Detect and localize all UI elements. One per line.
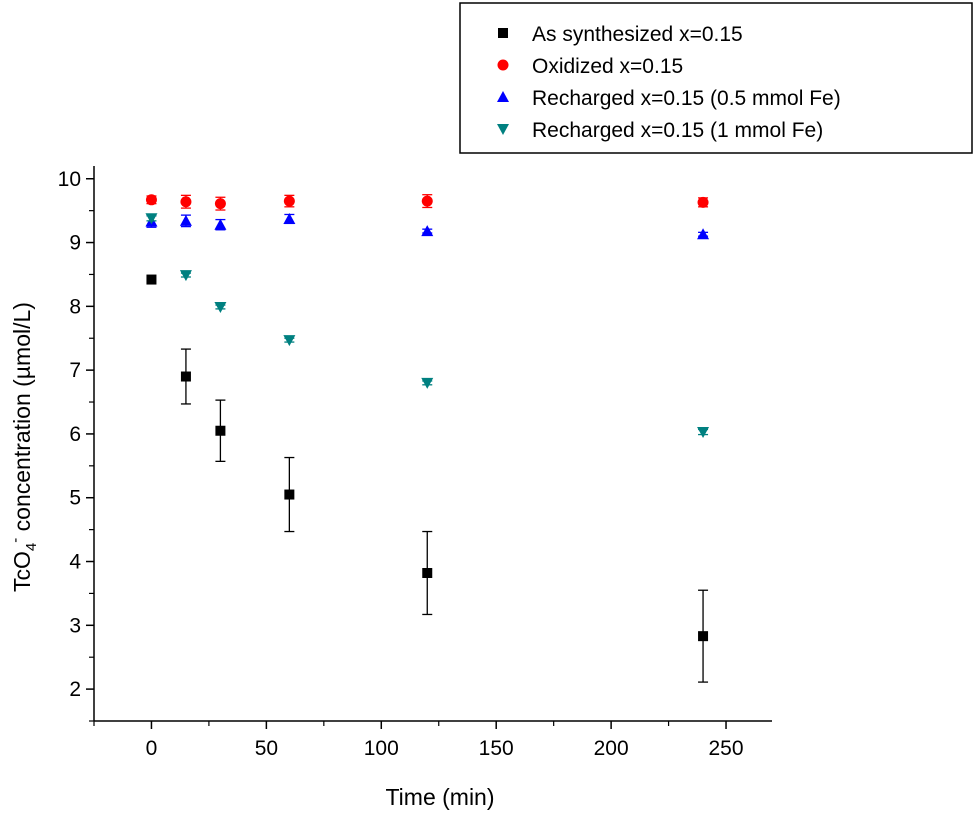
data-point <box>180 196 192 208</box>
y-ticks: 2 3 4 5 6 7 8 9 10 <box>58 168 94 722</box>
y-axis-label: TcO4- concentration (µmol/L) <box>7 302 40 592</box>
legend-label: Oxidized x=0.15 <box>532 55 683 78</box>
data-point <box>179 270 192 282</box>
y-tick-label: 2 <box>69 678 81 701</box>
data-point <box>145 194 157 206</box>
legend-box <box>459 2 973 154</box>
data-point <box>283 212 296 224</box>
x-tick-label: 0 <box>146 737 158 760</box>
y-tick-label: 7 <box>69 359 81 382</box>
data-point <box>180 371 191 382</box>
data-point <box>214 198 226 210</box>
data-point <box>421 377 434 389</box>
data-point <box>697 196 709 208</box>
data-point <box>215 425 226 436</box>
y-tick-label: 3 <box>69 614 81 637</box>
data-point <box>214 218 227 230</box>
legend-items: As synthesized x=0.15 Oxidized x=0.15 Rech… <box>497 23 841 142</box>
series-1 <box>146 274 709 683</box>
legend-marker <box>497 91 509 102</box>
data-point <box>698 631 709 642</box>
legend-marker <box>497 124 509 135</box>
data-point <box>697 228 710 240</box>
y-tick-label: 4 <box>69 551 81 574</box>
data-point <box>422 568 433 578</box>
legend-label: As synthesized x=0.15 <box>532 23 743 46</box>
legend-marker <box>497 59 509 71</box>
x-ticks: 0 50 100 150 200 250 <box>93 721 744 760</box>
data-point <box>283 195 295 207</box>
series-2 <box>145 194 709 211</box>
legend-label: Recharged x=0.15 (1 mmol Fe) <box>532 119 823 142</box>
data-point <box>283 335 296 347</box>
legend-marker <box>498 28 508 38</box>
y-tick-label: 6 <box>69 423 81 446</box>
y-axis-label-superscript: - <box>7 538 24 543</box>
data-point <box>421 195 433 207</box>
y-axis-label-prefix: TcO <box>9 551 35 592</box>
data-point <box>179 214 192 226</box>
series-3 <box>145 212 710 240</box>
data-point <box>284 489 295 500</box>
x-tick-label: 250 <box>709 737 744 760</box>
data-point <box>214 301 227 313</box>
legend-label: Recharged x=0.15 (0.5 mmol Fe) <box>532 87 841 110</box>
x-tick-label: 50 <box>255 737 278 760</box>
y-tick-label: 9 <box>69 232 81 255</box>
y-axis-label-suffix: concentration (µmol/L) <box>9 302 35 538</box>
data-point <box>697 427 710 439</box>
y-axis-label-subscript: 4 <box>23 543 40 551</box>
data-point <box>421 225 434 237</box>
y-tick-label: 10 <box>58 168 81 191</box>
x-tick-label: 100 <box>364 737 399 760</box>
x-tick-label: 150 <box>479 737 514 760</box>
series-4 <box>145 213 710 439</box>
plot-series <box>145 194 710 683</box>
x-axis-label: Time (min) <box>385 784 494 810</box>
data-point <box>145 213 158 225</box>
y-tick-label: 5 <box>69 487 81 510</box>
data-point <box>146 274 157 285</box>
y-tick-label: 8 <box>69 295 81 318</box>
x-tick-label: 200 <box>594 737 629 760</box>
legend: As synthesized x=0.15 Oxidized x=0.15 Rech… <box>459 2 973 154</box>
axes: 0 50 100 150 200 250 2 3 4 5 6 7 8 9 10 <box>58 166 772 760</box>
